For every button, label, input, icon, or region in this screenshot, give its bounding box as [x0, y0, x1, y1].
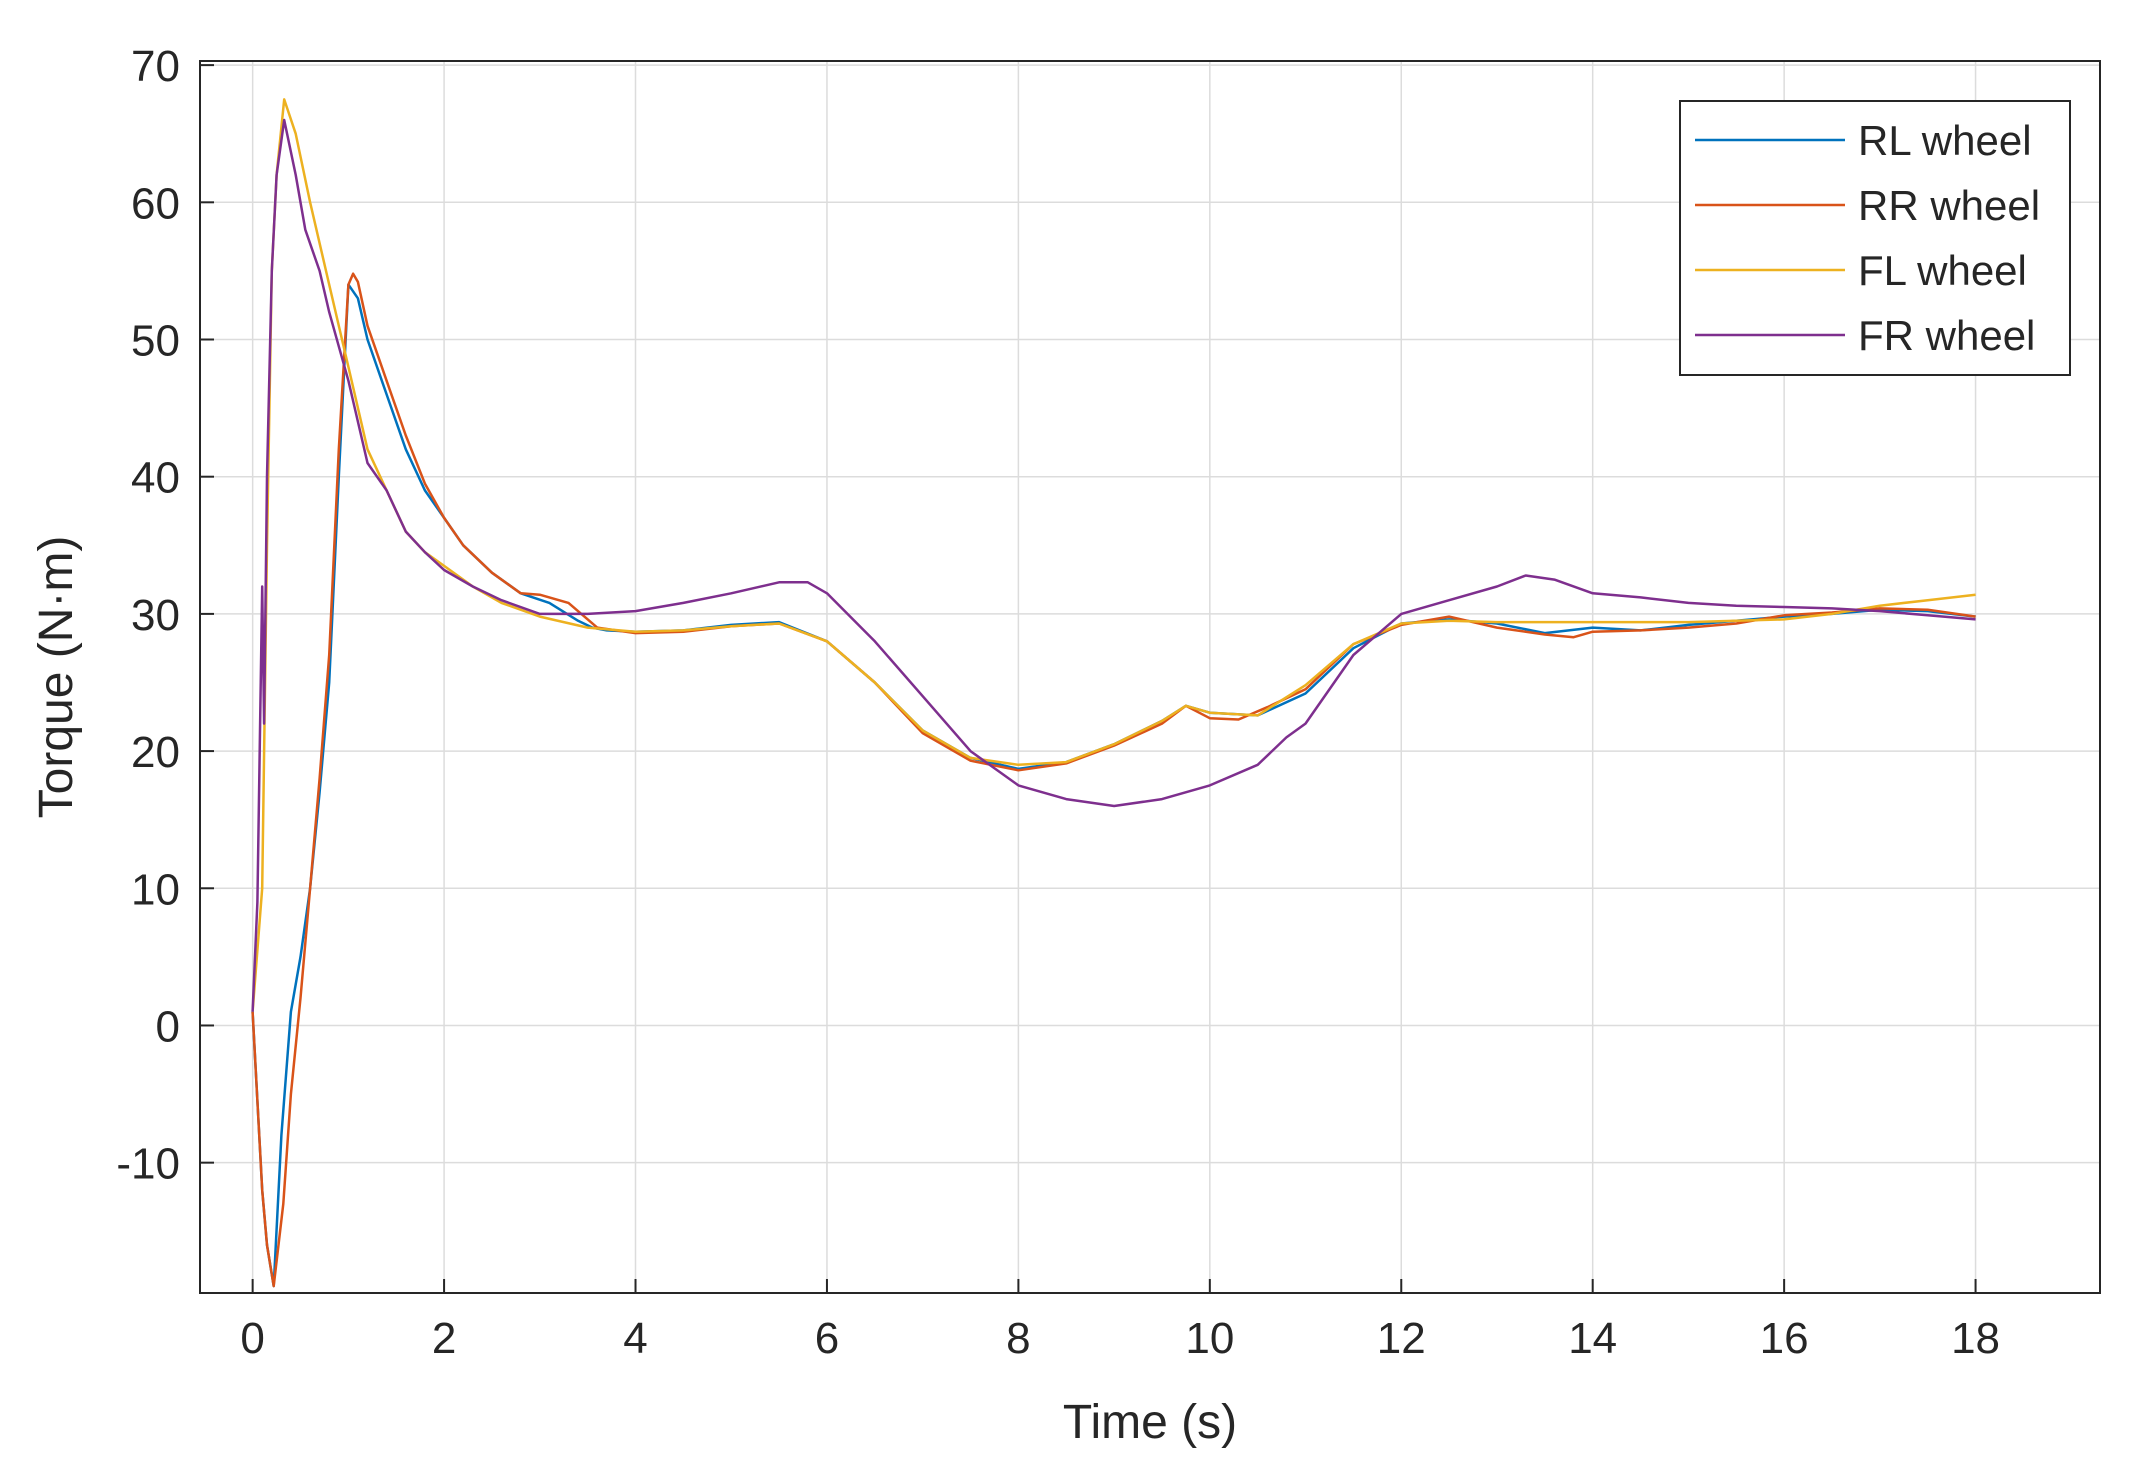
series-lines: [251, 98, 1976, 1288]
x-tick-label: 10: [1185, 1314, 1234, 1363]
x-tick-label: 12: [1377, 1314, 1426, 1363]
series-line-fr-wheel: [251, 118, 1976, 1012]
x-tick-label: 6: [815, 1314, 839, 1363]
x-tick-label: 2: [432, 1314, 456, 1363]
ticks: 0 2 4 6 8 10 12 14 16 18 -10 0 10 20 30 40 50 60 70: [116, 42, 2000, 1363]
axes-box: [199, 60, 2101, 1294]
legend-box: [1679, 100, 2071, 376]
y-tick-label: 10: [131, 865, 180, 914]
x-tick-label: 14: [1568, 1314, 1617, 1363]
x-tick-label: 16: [1760, 1314, 1809, 1363]
x-axis-label: Time (s): [1063, 1396, 1237, 1449]
x-tick-label: 8: [1006, 1314, 1030, 1363]
y-axis-label: Torque (N·m): [30, 536, 83, 819]
y-tick-label: 50: [131, 317, 180, 366]
legend: RL wheel RR wheel FL wheel FR wheel: [1679, 100, 2071, 376]
y-tick-label: 60: [131, 179, 180, 228]
y-tick-label: 20: [131, 728, 180, 777]
y-tick-label: 70: [131, 42, 180, 91]
series-line-fl-wheel: [251, 98, 1976, 1012]
y-tick-label: 40: [131, 454, 180, 503]
y-tick-label: 30: [131, 591, 180, 640]
legend-label: RR wheel: [1858, 182, 2040, 229]
legend-label: FR wheel: [1858, 312, 2035, 359]
legend-label: RL wheel: [1858, 117, 2032, 164]
y-tick-label: -10: [116, 1140, 180, 1189]
x-tick-label: 18: [1951, 1314, 2000, 1363]
x-tick-label: 0: [240, 1314, 264, 1363]
x-tick-label: 4: [623, 1314, 647, 1363]
y-tick-label: 0: [156, 1002, 180, 1051]
series-line-rl-wheel: [251, 283, 1976, 1288]
legend-label: FL wheel: [1858, 247, 2027, 294]
